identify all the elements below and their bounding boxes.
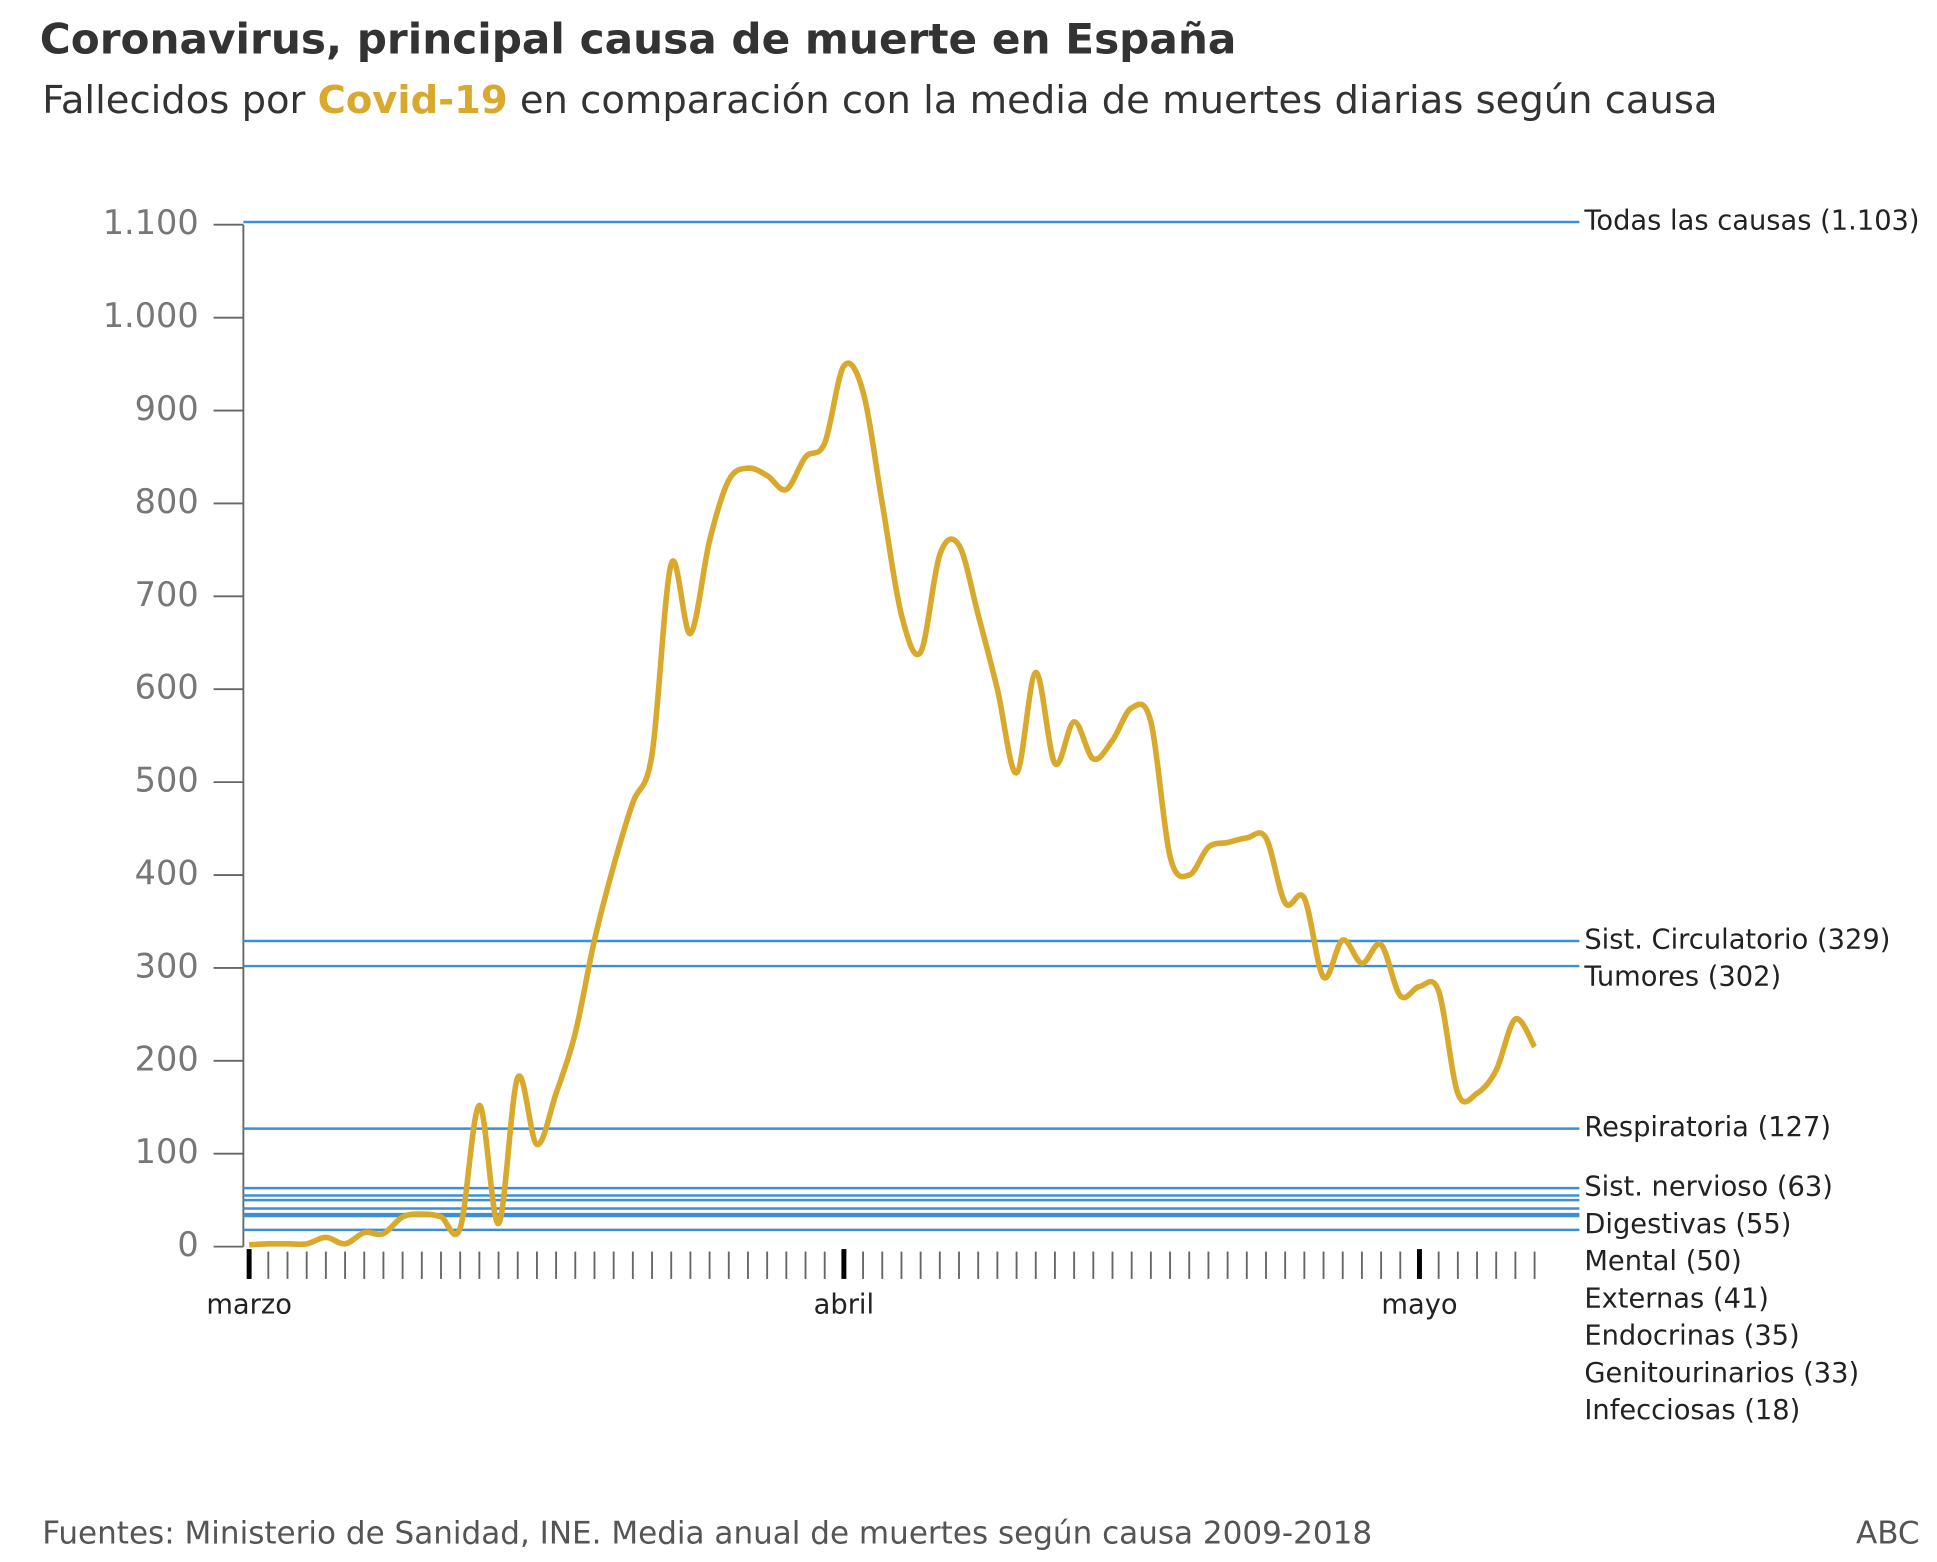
reference-label: Mental (50) xyxy=(1584,1246,1741,1277)
source: Fuentes: Ministerio de Sanidad, INE. Med… xyxy=(42,1516,1372,1552)
y-tick-label: 1.100 xyxy=(103,203,199,242)
y-tick-label: 100 xyxy=(135,1132,199,1171)
reference-label: Respiratoria (127) xyxy=(1584,1112,1831,1143)
subtitle-text: Fallecidos por xyxy=(42,77,305,122)
y-tick-label: 500 xyxy=(135,761,199,800)
reference-label: Endocrinas (35) xyxy=(1584,1321,1799,1352)
y-tick-label: 0 xyxy=(177,1225,198,1264)
y-tick-label: 1.000 xyxy=(103,296,199,335)
subtitle-text: en comparación con la media de muertes d… xyxy=(520,77,1718,122)
reference-label: Sist. nervioso (63) xyxy=(1584,1172,1833,1203)
y-tick-label: 700 xyxy=(135,575,199,614)
reference-label: Todas las causas (1.103) xyxy=(1583,205,1919,236)
reference-label: Sist. Circulatorio (329) xyxy=(1584,924,1890,955)
data-line xyxy=(248,360,1538,1248)
y-tick-label: 300 xyxy=(135,946,199,985)
y-tick-label: 800 xyxy=(135,482,199,521)
reference-label: Infecciosas (18) xyxy=(1584,1395,1800,1426)
reference-label: Tumores (302) xyxy=(1583,962,1781,993)
y-tick-label: 900 xyxy=(135,389,199,428)
subtitle-highlight: Covid-19 xyxy=(318,77,508,122)
y-tick-label: 200 xyxy=(135,1039,199,1078)
credit: ABC xyxy=(1856,1516,1920,1552)
chart-title: Coronavirus, principal causa de muerte e… xyxy=(40,15,1237,64)
y-tick-label: 600 xyxy=(135,668,199,707)
x-tick-label: mayo xyxy=(1381,1290,1457,1321)
x-tick-label: abril xyxy=(814,1290,874,1321)
x-tick-label: marzo xyxy=(206,1290,292,1321)
y-tick-label: 400 xyxy=(135,854,199,893)
reference-label: Digestivas (55) xyxy=(1584,1209,1791,1240)
chart-subtitle: Fallecidos por Covid-19 en comparación c… xyxy=(42,77,1717,122)
reference-label: Genitourinarios (33) xyxy=(1584,1358,1859,1389)
reference-label: Externas (41) xyxy=(1584,1283,1769,1314)
